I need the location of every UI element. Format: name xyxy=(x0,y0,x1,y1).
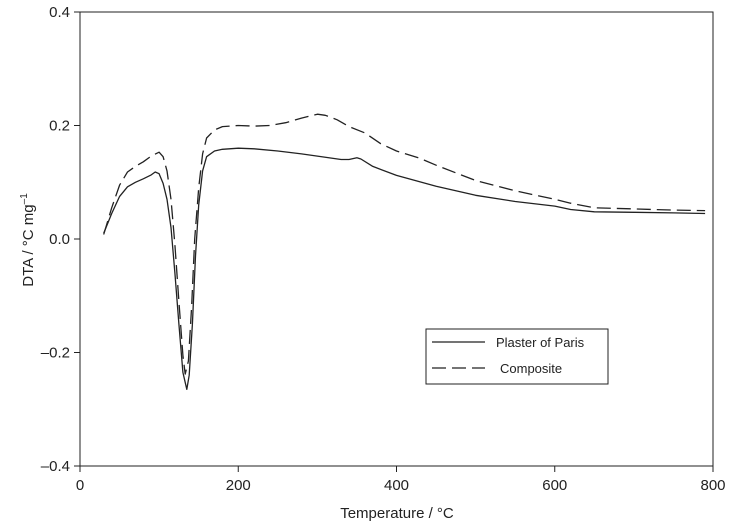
x-tick-label: 400 xyxy=(384,477,409,494)
series-line-composite xyxy=(103,113,706,375)
y-tick-label: 0.2 xyxy=(49,118,70,135)
y-tick-label: –0.4 xyxy=(41,458,70,475)
y-axis-title-superscript: –1 xyxy=(19,193,30,205)
legend-label-composite: Composite xyxy=(500,361,562,376)
x-tick-label: 0 xyxy=(76,477,84,494)
axes: 0 200 400 600 800 0.4 0.2 0.0 –0.2 –0.4 xyxy=(41,4,726,494)
x-tick-label: 600 xyxy=(542,477,567,494)
x-tick-label: 800 xyxy=(700,477,725,494)
y-axis-title-main: DTA / °C mg xyxy=(20,204,37,286)
legend-label-plaster-of-paris: Plaster of Paris xyxy=(496,335,585,350)
y-tick-label: 0.4 xyxy=(49,4,70,21)
legend: Plaster of Paris Composite xyxy=(425,328,609,385)
y-axis-title: DTA / °C mg–1 xyxy=(19,193,37,287)
y-tick-label: 0.0 xyxy=(49,231,70,248)
series-layer xyxy=(103,113,706,391)
x-tick-label: 200 xyxy=(226,477,251,494)
x-axis-title: Temperature / °C xyxy=(340,505,454,522)
y-tick-label: –0.2 xyxy=(41,345,70,362)
legend-box xyxy=(425,328,609,385)
series-line-plaster-of-paris xyxy=(103,147,706,391)
